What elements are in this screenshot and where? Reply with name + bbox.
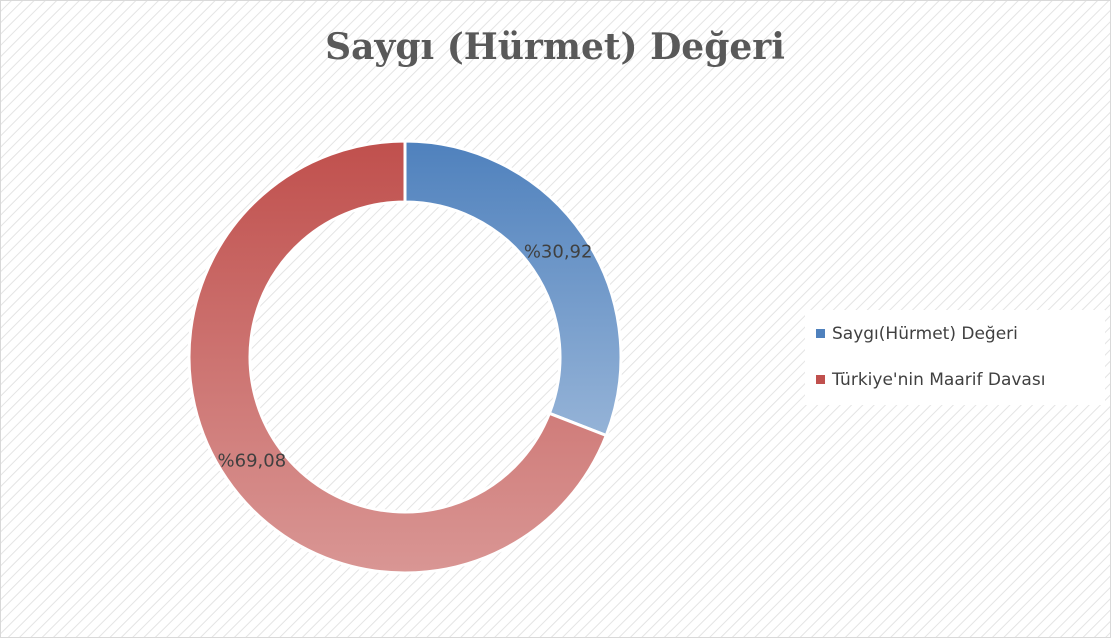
legend-swatch <box>816 329 825 338</box>
donut-slice <box>403 139 623 438</box>
legend-label: Saygı(Hürmet) Değeri <box>832 324 1018 344</box>
donut-slice <box>187 139 609 575</box>
data-label: %30,92 <box>524 241 593 262</box>
legend-swatch <box>816 375 825 384</box>
data-label: %69,08 <box>218 451 287 472</box>
chart-title: Saygı (Hürmet) Değeri <box>325 26 785 68</box>
legend-box <box>805 310 1105 405</box>
legend-label: Türkiye'nin Maarif Davası <box>831 370 1045 390</box>
